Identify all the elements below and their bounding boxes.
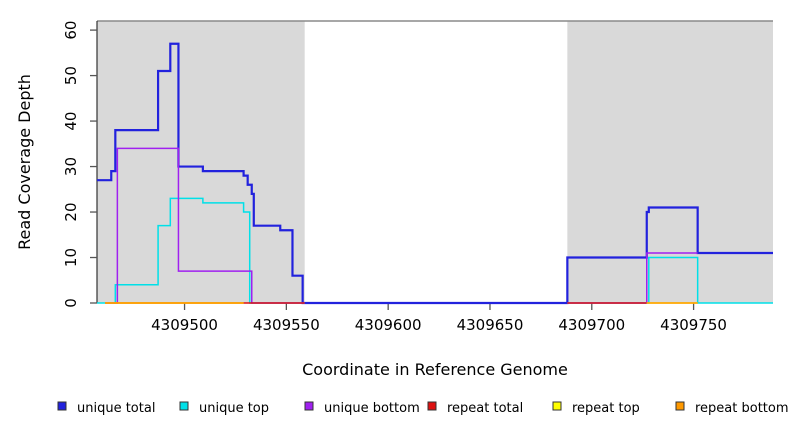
y-tick-label: 20 [62, 202, 80, 221]
x-tick-label: 4309600 [355, 316, 422, 334]
legend-item-repeat-total: repeat total [427, 401, 523, 416]
x-tick-label: 4309700 [558, 316, 625, 334]
legend-swatch-icon [57, 401, 67, 411]
legend-swatch-icon [427, 401, 437, 411]
legend-item-unique-top: unique top [179, 401, 269, 416]
legend-item-unique-bottom: unique bottom [304, 401, 420, 416]
legend-item-unique-total: unique total [57, 401, 155, 416]
series-line-unique-total [97, 42, 773, 305]
y-tick-label: 10 [62, 248, 80, 267]
chart-legend-layer: unique total unique top unique bottom repea… [57, 401, 789, 416]
legend-swatch-icon [552, 401, 562, 411]
legend-swatch-icon [304, 401, 314, 411]
legend-label: unique bottom [324, 401, 420, 416]
y-tick-label: 40 [62, 112, 80, 131]
y-tick-label: 30 [62, 157, 80, 176]
legend-label: repeat total [447, 401, 523, 416]
x-tick-label: 4309750 [660, 316, 727, 334]
x-tick-label: 4309500 [151, 316, 218, 334]
legend-label: repeat top [572, 401, 640, 416]
chart-series-layer [97, 42, 773, 305]
y-tick-label: 0 [62, 298, 80, 308]
x-axis-title: Coordinate in Reference Genome [302, 360, 568, 379]
legend-item-repeat-bottom: repeat bottom [675, 401, 789, 416]
legend-swatch-icon [179, 401, 189, 411]
y-tick-label: 60 [62, 21, 80, 40]
y-tick-label: 50 [62, 66, 80, 85]
legend-label: unique top [199, 401, 269, 416]
legend-swatch-icon [675, 401, 685, 411]
x-tick-label: 4309550 [253, 316, 320, 334]
y-axis-title: Read Coverage Depth [15, 74, 34, 250]
legend-label: repeat bottom [695, 401, 789, 416]
right-shaded-region [567, 21, 773, 303]
legend-item-repeat-top: repeat top [552, 401, 640, 416]
left-shaded-region [97, 21, 305, 303]
legend-label: unique total [77, 401, 155, 416]
x-tick-label: 4309650 [457, 316, 524, 334]
